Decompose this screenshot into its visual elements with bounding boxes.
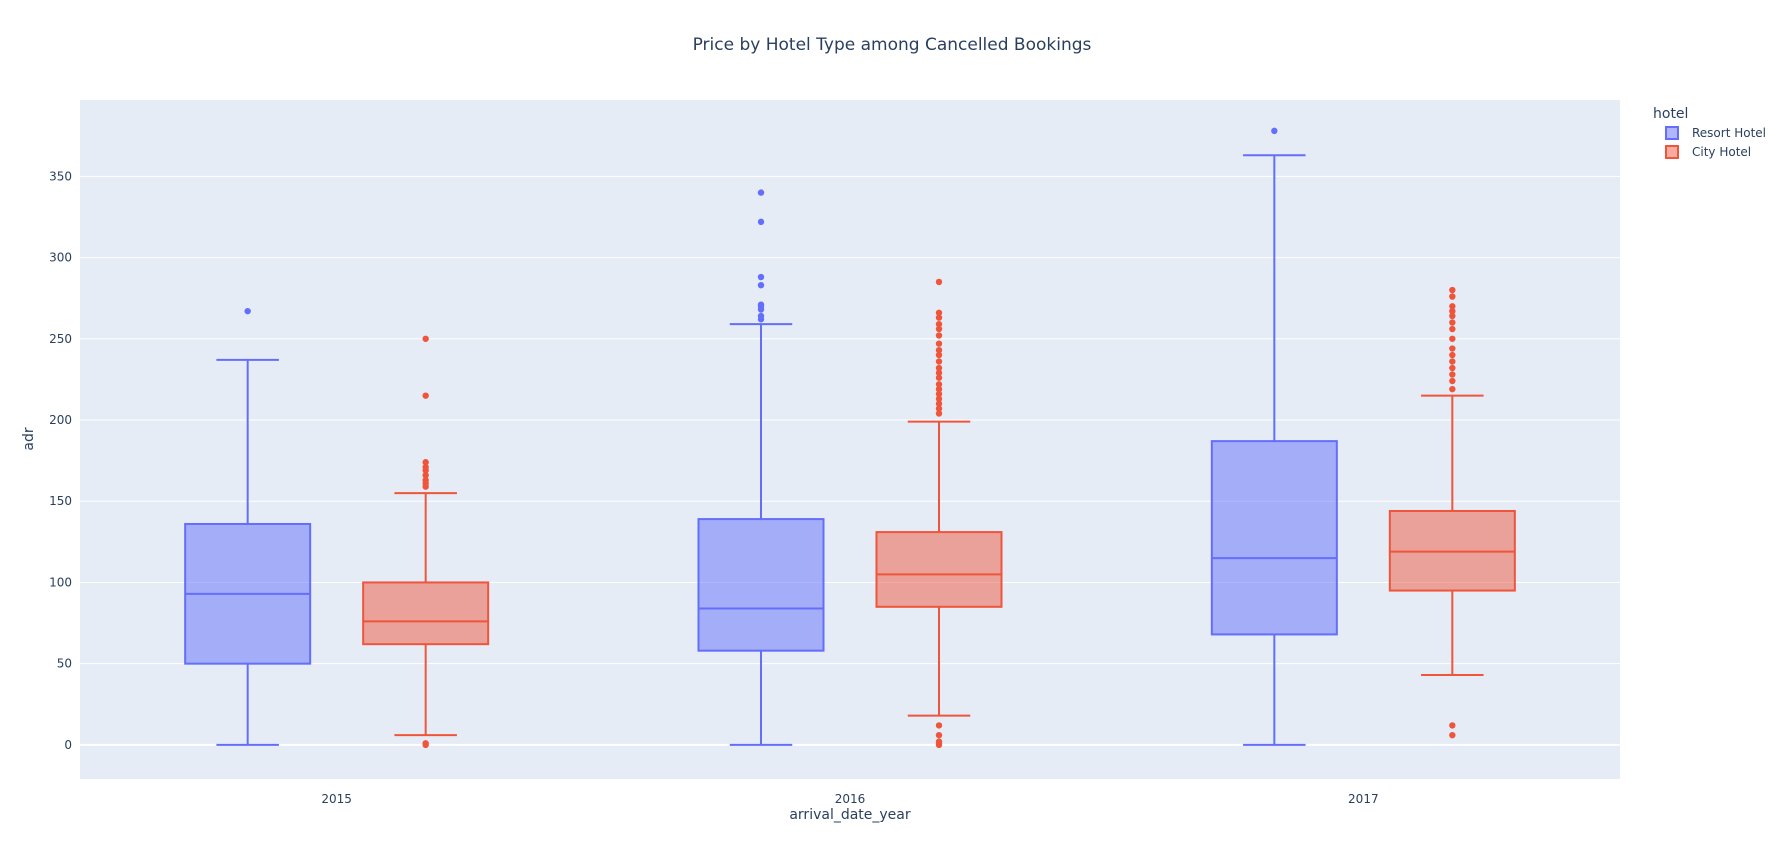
box xyxy=(1210,127,1338,746)
series-resort-hotel xyxy=(184,127,1338,746)
outlier-point xyxy=(935,395,943,403)
outlier-point xyxy=(422,459,429,466)
outlier-point xyxy=(1449,731,1456,739)
y-tick-label: 350 xyxy=(49,169,72,183)
y-axis-title: adr xyxy=(21,427,37,450)
outlier-point xyxy=(1449,293,1456,300)
outlier-point xyxy=(422,335,429,342)
legend-label: City Hotel xyxy=(1692,145,1751,159)
outlier-point xyxy=(935,405,943,412)
box xyxy=(697,189,825,746)
x-tick-label: 2017 xyxy=(1348,792,1379,806)
legend-item-city-hotel[interactable]: City Hotel xyxy=(1665,145,1751,159)
outlier-point xyxy=(422,740,429,747)
box xyxy=(875,278,1003,749)
y-tick-label: 50 xyxy=(57,657,72,671)
outlier-point xyxy=(1449,345,1456,352)
outlier-point xyxy=(935,385,943,393)
box xyxy=(1388,286,1516,739)
outlier-point xyxy=(1449,358,1456,365)
outlier-point xyxy=(935,400,943,407)
box-iqr xyxy=(362,581,490,646)
outlier-point xyxy=(935,374,943,381)
x-axis-ticks: 2015 2016 2017 xyxy=(321,792,1378,806)
outlier-point xyxy=(1449,312,1456,320)
outlier-point xyxy=(1449,377,1456,385)
outlier-point xyxy=(935,309,943,316)
y-axis-ticks: 0 50 100 150 200 250 300 350 xyxy=(49,169,72,752)
chart-title: Price by Hotel Type among Cancelled Book… xyxy=(693,35,1092,55)
y-tick-label: 250 xyxy=(49,332,72,346)
box-iqr xyxy=(875,531,1003,608)
outlier-point xyxy=(935,738,943,745)
y-tick-label: 300 xyxy=(49,251,72,265)
legend-title: hotel xyxy=(1653,106,1688,122)
plot-area xyxy=(80,100,1620,779)
outlier-point xyxy=(935,278,943,286)
outlier-point xyxy=(757,301,765,308)
legend-swatch xyxy=(1665,126,1679,140)
outlier-point xyxy=(935,410,943,417)
outlier-point xyxy=(935,731,943,739)
outlier-point xyxy=(422,472,429,479)
legend-swatch xyxy=(1665,145,1679,159)
y-tick-label: 0 xyxy=(64,738,72,752)
outlier-point xyxy=(1449,364,1456,372)
legend: hotel Resort Hotel City Hotel xyxy=(1653,106,1766,159)
outlier-point xyxy=(422,463,429,471)
outlier-point xyxy=(1449,286,1456,294)
outlier-point xyxy=(1449,335,1456,342)
y-tick-label: 100 xyxy=(49,575,72,589)
outlier-point xyxy=(1449,371,1456,378)
outlier-point xyxy=(1449,722,1456,729)
outlier-point xyxy=(935,364,943,372)
y-tick-label: 200 xyxy=(49,413,72,427)
outlier-point xyxy=(757,281,765,289)
outlier-point xyxy=(1449,303,1456,310)
outlier-point xyxy=(935,351,943,359)
outlier-point xyxy=(1449,319,1456,326)
outlier-point xyxy=(935,369,943,377)
box-iqr xyxy=(697,518,825,652)
box-iqr xyxy=(1210,440,1338,636)
y-tick-label: 150 xyxy=(49,494,72,508)
outlier-point xyxy=(935,332,943,339)
outlier-point xyxy=(1449,325,1456,333)
outlier-point xyxy=(935,390,943,398)
box xyxy=(184,307,312,746)
x-axis-title: arrival_date_year xyxy=(789,807,911,823)
outlier-point xyxy=(1449,351,1456,359)
outlier-point xyxy=(935,722,943,729)
outlier-point xyxy=(757,312,765,320)
x-tick-label: 2015 xyxy=(321,792,352,806)
outlier-point xyxy=(1449,307,1456,315)
outlier-point xyxy=(244,307,251,315)
outlier-point xyxy=(935,320,943,328)
outlier-point xyxy=(757,189,765,196)
x-tick-label: 2016 xyxy=(835,792,866,806)
gridlines xyxy=(80,175,1620,746)
outlier-point xyxy=(757,273,765,281)
outlier-point xyxy=(757,218,765,226)
outlier-point xyxy=(935,358,943,365)
outlier-point xyxy=(935,314,943,321)
legend-label: Resort Hotel xyxy=(1692,126,1766,140)
outlier-point xyxy=(935,381,943,388)
outlier-point xyxy=(935,340,943,347)
series-city-hotel xyxy=(362,278,1516,749)
box xyxy=(362,335,490,749)
outlier-point xyxy=(422,476,429,484)
outlier-point xyxy=(422,392,429,399)
legend-item-resort-hotel[interactable]: Resort Hotel xyxy=(1665,126,1766,140)
box-traces xyxy=(184,127,1516,749)
outlier-point xyxy=(1271,127,1278,135)
outlier-point xyxy=(935,346,943,354)
outlier-point xyxy=(935,325,943,333)
outlier-point xyxy=(1449,385,1456,393)
